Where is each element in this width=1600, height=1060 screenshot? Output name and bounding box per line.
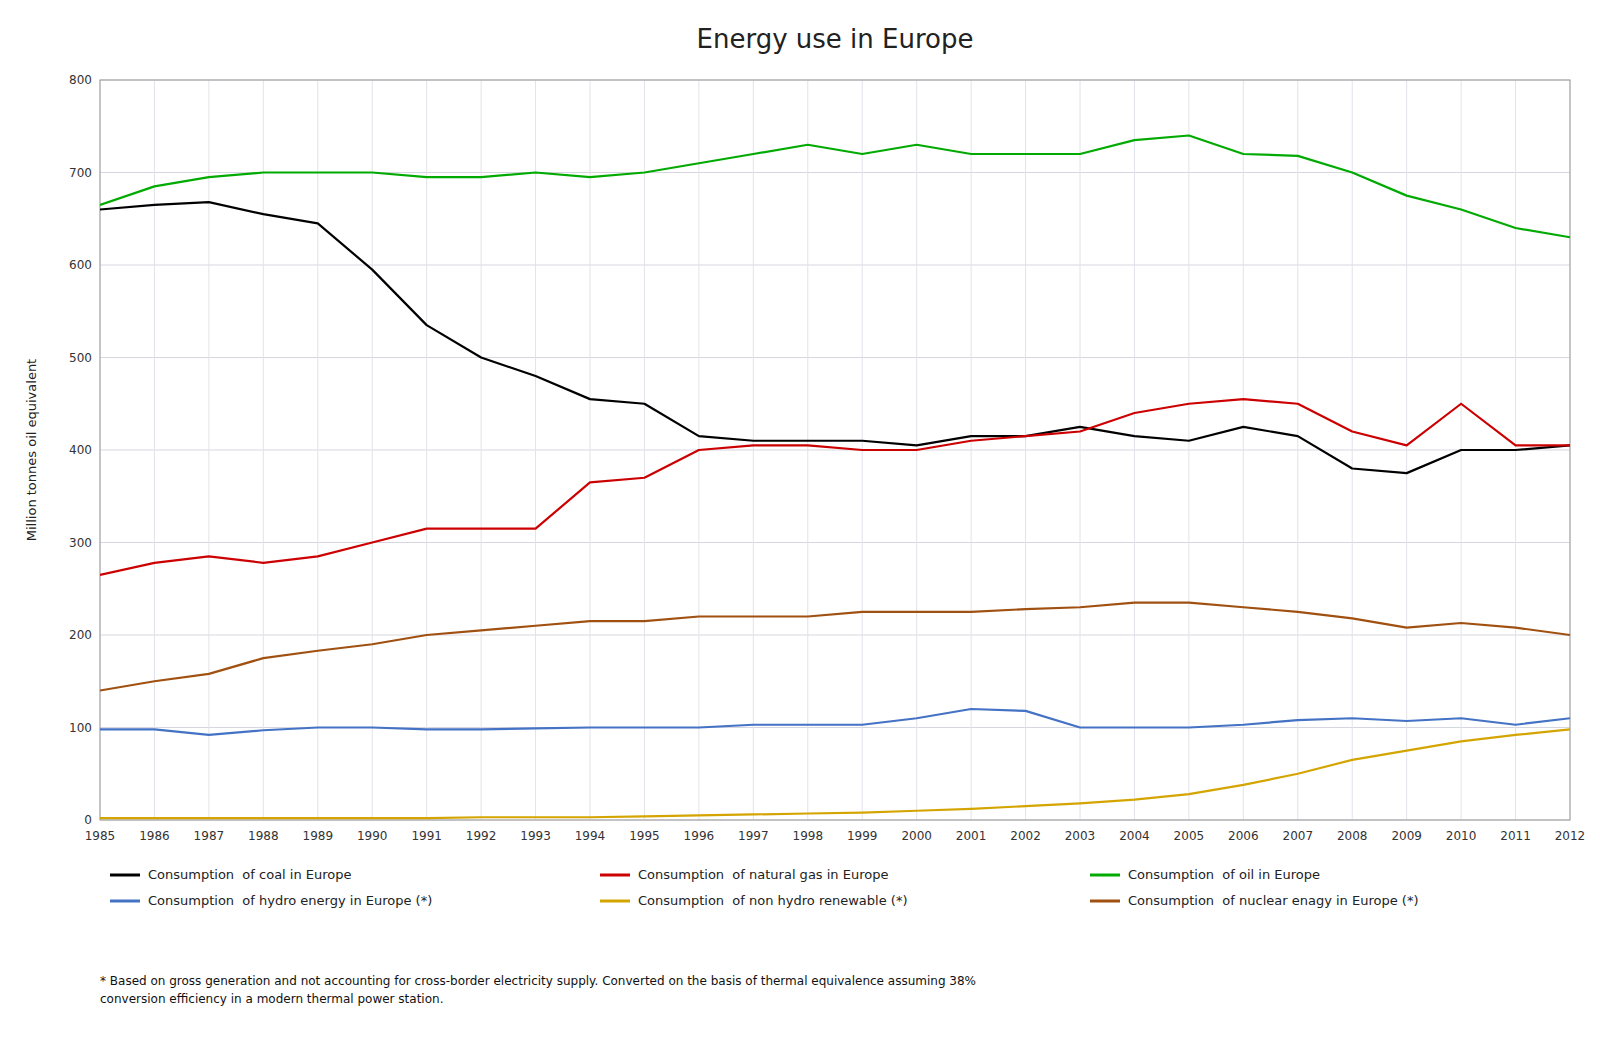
x-grid-line [1080, 80, 1081, 820]
legend: Consumption of coal in Europe Consumption… [110, 867, 1418, 908]
y-tick-label: 700 [69, 166, 92, 180]
legend-swatch [1090, 900, 1120, 903]
y-grid-line [100, 450, 1570, 451]
y-tick-label: 0 [84, 813, 92, 827]
y-grid-line [100, 635, 1570, 636]
x-tick-label: 2001 [956, 829, 987, 843]
plot-frame [100, 80, 1570, 820]
x-grid-line [372, 80, 373, 820]
x-tick-label: 2005 [1174, 829, 1205, 843]
x-grid-line [535, 80, 536, 820]
x-grid-line [208, 80, 209, 820]
footnote-line: conversion efficiency in a modern therma… [100, 992, 443, 1006]
y-tick-label: 200 [69, 628, 92, 642]
y-tick-label: 100 [69, 721, 92, 735]
x-tick-label: 2010 [1446, 829, 1477, 843]
x-tick-label: 2009 [1391, 829, 1422, 843]
y-axis-label: Million tonnes oil equivalent [24, 359, 39, 541]
x-grid-line [1243, 80, 1244, 820]
legend-label: Consumption of hydro energy in Europe (*… [148, 893, 432, 908]
y-tick-label: 400 [69, 443, 92, 457]
x-grid-line [1134, 80, 1135, 820]
x-grid-line [807, 80, 808, 820]
x-grid-line [590, 80, 591, 820]
lines [100, 136, 1570, 819]
x-tick-label: 1991 [411, 829, 442, 843]
x-tick-label: 2000 [901, 829, 932, 843]
x-tick-label: 1994 [575, 829, 606, 843]
x-tick-label: 2006 [1228, 829, 1259, 843]
legend-label: Consumption of coal in Europe [148, 867, 352, 882]
legend-label: Consumption of oil in Europe [1128, 867, 1320, 882]
x-tick-label: 2008 [1337, 829, 1368, 843]
y-tick-label: 800 [69, 73, 92, 87]
legend-label: Consumption of natural gas in Europe [638, 867, 888, 882]
x-tick-label: 1993 [520, 829, 551, 843]
x-tick-label: 1986 [139, 829, 170, 843]
x-tick-label: 2012 [1555, 829, 1586, 843]
legend-swatch [1090, 874, 1120, 877]
x-tick-label: 1985 [85, 829, 116, 843]
series-line [100, 202, 1570, 473]
legend-label: Consumption of non hydro renewable (*) [638, 893, 907, 908]
x-grid-line [1406, 80, 1407, 820]
x-grid-line [1188, 80, 1189, 820]
legend-swatch [110, 900, 140, 903]
x-tick-label: 1990 [357, 829, 388, 843]
title: Energy use in Europe [697, 24, 974, 54]
y-tick-label: 300 [69, 536, 92, 550]
x-grid-line [263, 80, 264, 820]
x-grid-line [317, 80, 318, 820]
series-line [100, 729, 1570, 818]
x-grid-line [1025, 80, 1026, 820]
x-grid-line [426, 80, 427, 820]
x-grid-line [753, 80, 754, 820]
legend-swatch [110, 874, 140, 877]
x-grid-line [1352, 80, 1353, 820]
y-grid-line [100, 357, 1570, 358]
footnote: * Based on gross generation and not acco… [100, 974, 976, 1006]
x-tick-label: 1989 [303, 829, 334, 843]
x-tick-label: 2003 [1065, 829, 1096, 843]
grid [100, 80, 1570, 820]
footnote-line: * Based on gross generation and not acco… [100, 974, 976, 988]
x-tick-label: 2004 [1119, 829, 1150, 843]
x-tick-label: 1996 [684, 829, 715, 843]
y-tick-label: 600 [69, 258, 92, 272]
legend-swatch [600, 874, 630, 877]
x-tick-label: 1999 [847, 829, 878, 843]
x-tick-label: 2007 [1283, 829, 1314, 843]
x-grid-line [154, 80, 155, 820]
series-line [100, 136, 1570, 238]
series-line [100, 709, 1570, 735]
x-tick-label: 1998 [793, 829, 824, 843]
x-tick-label: 1997 [738, 829, 769, 843]
x-grid-line [644, 80, 645, 820]
x-tick-label: 1995 [629, 829, 660, 843]
chart: Energy use in Europe 0 100 200 300 400 500 600 7… [0, 0, 1600, 1060]
y-grid-line [100, 265, 1570, 266]
x-tick-label: 1992 [466, 829, 497, 843]
y-tick-label: 500 [69, 351, 92, 365]
x-tick-label: 1988 [248, 829, 279, 843]
legend-label: Consumption of nuclear enagy in Europe (… [1128, 893, 1418, 908]
x-tick-label: 1987 [194, 829, 225, 843]
x-tick-label: 2002 [1010, 829, 1041, 843]
series-line [100, 399, 1570, 575]
legend-swatch [600, 900, 630, 903]
x-tick-label: 2011 [1500, 829, 1531, 843]
x-grid-line [1297, 80, 1298, 820]
y-grid-line [100, 542, 1570, 543]
x-grid-line [481, 80, 482, 820]
series-line [100, 603, 1570, 691]
